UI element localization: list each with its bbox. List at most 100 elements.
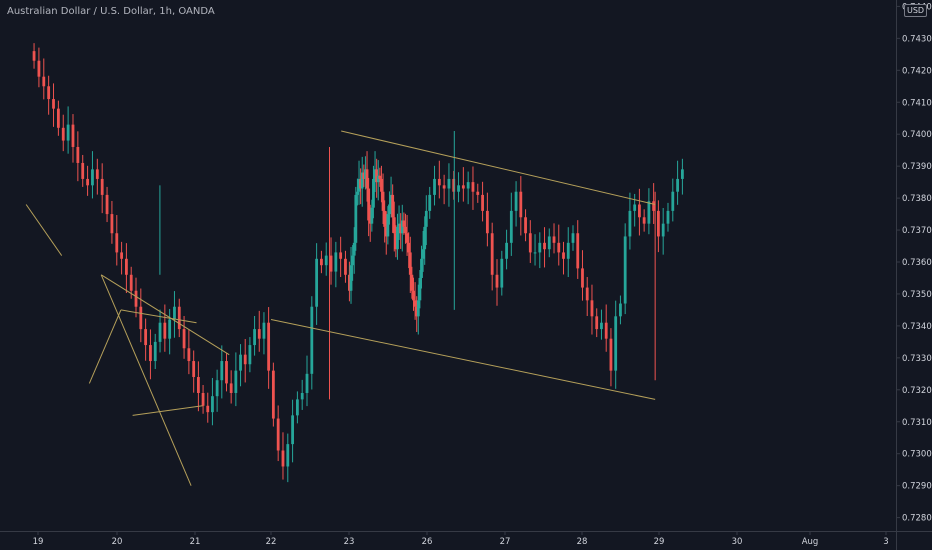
candle-body [362, 172, 366, 179]
candle-body [461, 185, 465, 189]
trendline [88, 309, 122, 384]
candle-body [407, 242, 411, 253]
candle-body [215, 380, 219, 397]
candle-body [404, 226, 407, 234]
candle-body [248, 345, 252, 365]
candle-body [519, 191, 523, 218]
candle-body [370, 207, 374, 224]
candle-body [42, 76, 46, 87]
candle-body [571, 233, 575, 243]
candle-body [352, 242, 356, 256]
candle-body [271, 370, 275, 419]
candle-body [418, 277, 422, 301]
candle-body [315, 258, 319, 307]
candle-body [125, 258, 128, 275]
candle-body [368, 220, 372, 224]
price-tick-label: 0.72800 [902, 514, 932, 524]
candle-body [129, 274, 133, 291]
candle-body [66, 124, 70, 141]
candle-body [457, 185, 460, 192]
candle-body [76, 146, 80, 163]
candle-body [566, 242, 570, 259]
candle-body [110, 214, 114, 234]
candle-body [547, 236, 551, 250]
candle-body [372, 178, 375, 208]
candle-body [61, 127, 65, 141]
candle-body [442, 185, 446, 189]
candle-body [476, 191, 480, 195]
currency-badge[interactable]: USD [904, 4, 928, 17]
candle-body [528, 233, 532, 253]
candle-body [557, 242, 561, 253]
candle-body [524, 217, 527, 234]
candle-body [633, 204, 637, 211]
candle-body [466, 182, 470, 189]
candle-body [595, 316, 599, 330]
candle-body [177, 306, 181, 330]
candle-body [320, 258, 323, 266]
date-tick-label: 28 [577, 537, 588, 547]
candle-body [239, 354, 242, 371]
candle-body [509, 210, 513, 243]
candle-body [253, 329, 256, 346]
candle-body [481, 194, 484, 211]
candle-body [365, 169, 369, 189]
candle-body [349, 265, 353, 291]
date-tick-label: 29 [654, 537, 665, 547]
candle-body [437, 178, 441, 186]
candle-body [538, 242, 542, 253]
candle-body [396, 226, 399, 250]
candle-body [402, 220, 406, 227]
candle-body [609, 338, 613, 371]
candle-body [286, 444, 290, 467]
candle-body [86, 178, 89, 186]
candle-body [192, 361, 196, 378]
candle-body [400, 220, 404, 234]
candle-body [220, 361, 224, 381]
candle-body [485, 210, 489, 234]
candle-body [300, 392, 304, 400]
candle-body [676, 178, 679, 192]
candle-body [276, 418, 280, 451]
date-tick-label: 26 [422, 537, 433, 547]
candle-body [614, 316, 618, 371]
candle-body [378, 175, 382, 179]
candle-body [71, 124, 75, 147]
candle-body [514, 191, 518, 211]
trendline [100, 274, 192, 486]
candle-body [351, 255, 355, 266]
candle-body [600, 322, 603, 330]
candle-body [91, 169, 94, 186]
candle-body [120, 252, 123, 259]
candle-body [505, 242, 508, 259]
candle-body [389, 194, 393, 205]
candle-body [324, 255, 328, 266]
candle-body [262, 322, 266, 339]
candle-body [281, 450, 285, 467]
date-tick-label: 27 [500, 537, 511, 547]
candle-body [447, 178, 451, 189]
candle-body [452, 178, 456, 192]
candle-body [394, 233, 398, 250]
candle-body [291, 415, 294, 445]
candle-body [433, 178, 436, 195]
candle-body [562, 252, 565, 259]
candle-body [257, 329, 261, 339]
candle-body [153, 341, 157, 362]
candle-body [386, 214, 390, 237]
candle-body [187, 348, 191, 362]
candle-body [666, 210, 670, 224]
candle-body [416, 300, 420, 317]
candle-body [95, 169, 99, 179]
candle-body [206, 405, 210, 413]
candle-body [305, 373, 309, 393]
candle-body [334, 252, 338, 272]
candle-body [149, 345, 152, 362]
